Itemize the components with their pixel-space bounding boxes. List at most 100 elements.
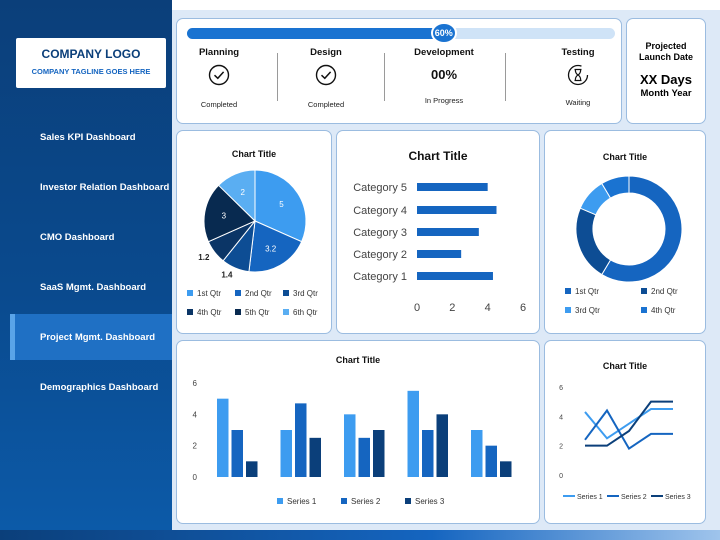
tick-label: 6	[520, 302, 526, 314]
category-label: Category 5	[353, 182, 407, 194]
bar	[373, 430, 385, 477]
nav-item-investor-relation[interactable]: Investor Relation Dashboard	[10, 164, 172, 210]
logo-tagline: COMPANY TAGLINE GOES HERE	[31, 67, 151, 76]
stage-divider	[505, 53, 506, 101]
bar	[485, 445, 497, 477]
column-chart: 0 2 4 6 Series 1 Series 2 Series 3	[193, 379, 512, 506]
stage-label: Development	[414, 47, 474, 58]
legend-swatch	[235, 290, 241, 296]
bar	[295, 403, 307, 477]
stage-label: Design	[310, 47, 342, 58]
legend-label: Series 2	[351, 497, 381, 506]
nav-item-project-mgmt[interactable]: Project Mgmt. Dashboard	[10, 314, 172, 360]
check-circle-icon	[208, 64, 230, 86]
column-chart-title: Chart Title	[335, 355, 381, 365]
legend-label: 2nd Qtr	[245, 289, 272, 298]
series-line	[584, 408, 673, 451]
nav-item-label: Project Mgmt. Dashboard	[40, 331, 156, 343]
development-value: 00%	[430, 67, 458, 82]
data-label: 1.2	[198, 253, 210, 262]
bar	[217, 398, 229, 477]
data-label: 3	[222, 211, 227, 220]
stage-planning: Planning Completed	[164, 47, 274, 109]
hbar-chart-card: Chart Title Category 1 Category 2 Category…	[336, 130, 540, 334]
donut-chart-title: Chart Title	[602, 152, 648, 162]
bar	[422, 430, 434, 477]
pie-slice	[217, 169, 256, 223]
pie-slice	[254, 169, 307, 243]
line-chart-title: Chart Title	[602, 361, 648, 371]
logo-title: COMPANY LOGO	[41, 47, 141, 61]
series-line	[585, 400, 673, 447]
tick-label: 0	[559, 473, 563, 480]
tick-label: 6	[559, 385, 563, 392]
legend-swatch	[283, 309, 289, 315]
pie-chart-title: Chart Title	[231, 149, 277, 159]
legend-label: 6th Qtr	[293, 308, 318, 317]
category-label: Category 3	[353, 227, 407, 239]
nav-item-cmo[interactable]: CMO Dashboard	[10, 214, 172, 260]
bar	[407, 390, 419, 477]
nav-item-label: Demographics Dashboard	[40, 381, 159, 393]
legend-label: 5th Qtr	[245, 308, 270, 317]
bar	[309, 437, 321, 477]
column-chart-card: Chart Title 0 2 4 6 Series 1 Series 2 Series 3	[176, 340, 540, 524]
legend-swatch	[641, 288, 647, 294]
legend-label: Series 3	[665, 494, 691, 501]
category-label: Category 1	[353, 271, 407, 283]
sidebar: COMPANY LOGO COMPANY TAGLINE GOES HERE S…	[0, 0, 172, 530]
bar	[246, 461, 258, 477]
progress-bar: 60%	[187, 22, 615, 44]
legend-label: Series 1	[577, 494, 603, 501]
data-label: 1.4	[221, 271, 233, 280]
nav-item-demographics[interactable]: Demographics Dashboard	[10, 364, 172, 410]
legend-label: Series 1	[287, 497, 317, 506]
nav-item-label: Sales KPI Dashboard	[40, 131, 136, 143]
bar	[358, 437, 370, 477]
pie-slice	[601, 175, 630, 199]
tick-label: 2	[449, 302, 455, 314]
stage-testing: Testing Waiting	[523, 47, 633, 107]
legend-label: 1st Qtr	[575, 287, 599, 296]
bar	[417, 228, 479, 236]
stage-divider	[277, 53, 278, 101]
tick-label: 0	[414, 302, 420, 314]
bar	[231, 430, 243, 477]
line-chart: 0 2 4 6 Series 1 Series 2 Series 3	[559, 385, 691, 501]
stage-label: Planning	[198, 47, 240, 58]
progress-badge: 60%	[430, 22, 457, 44]
legend-label: 4th Qtr	[651, 306, 676, 315]
tick-label: 4	[485, 302, 491, 314]
stage-status: Completed	[307, 100, 345, 109]
pie-slice	[248, 220, 303, 273]
nav-item-sales-kpi[interactable]: Sales KPI Dashboard	[10, 114, 172, 160]
legend-swatch	[277, 498, 283, 504]
bar	[417, 250, 462, 258]
bar	[417, 272, 493, 280]
donut-chart: 1st Qtr 2nd Qtr 3rd Qtr 4th Qtr	[565, 175, 683, 315]
bar	[471, 430, 483, 477]
hbar-chart-title: Chart Title	[408, 149, 468, 163]
pie-slice	[601, 175, 683, 283]
check-circle-icon	[315, 64, 337, 86]
nav-item-saas-mgmt[interactable]: SaaS Mgmt. Dashboard	[10, 264, 172, 310]
tick-label: 2	[559, 444, 563, 451]
stage-design: Design Completed	[271, 47, 381, 109]
data-label: 3.2	[265, 244, 277, 253]
data-label: 5	[279, 200, 284, 209]
legend-label: 2nd Qtr	[651, 287, 678, 296]
stage-status: In Progress	[424, 96, 464, 105]
legend-label: 3rd Qtr	[293, 289, 318, 298]
bottom-accent-bar	[0, 530, 720, 540]
legend-label: Series 2	[621, 494, 647, 501]
launch-date-card: Projected Launch Date XX Days Month Year	[626, 18, 706, 124]
legend-swatch	[283, 290, 289, 296]
line-chart-card: Chart Title 0 2 4 6 Series 1 Series 2 Series 3	[544, 340, 706, 524]
bar	[344, 414, 356, 477]
stage-development: Development 00% In Progress	[389, 47, 499, 105]
company-logo[interactable]: COMPANY LOGO COMPANY TAGLINE GOES HERE	[16, 38, 166, 88]
main-content: 60% Planning Completed Design Completed	[172, 10, 720, 530]
data-label: 2	[241, 188, 246, 197]
nav-item-label: SaaS Mgmt. Dashboard	[40, 281, 147, 293]
